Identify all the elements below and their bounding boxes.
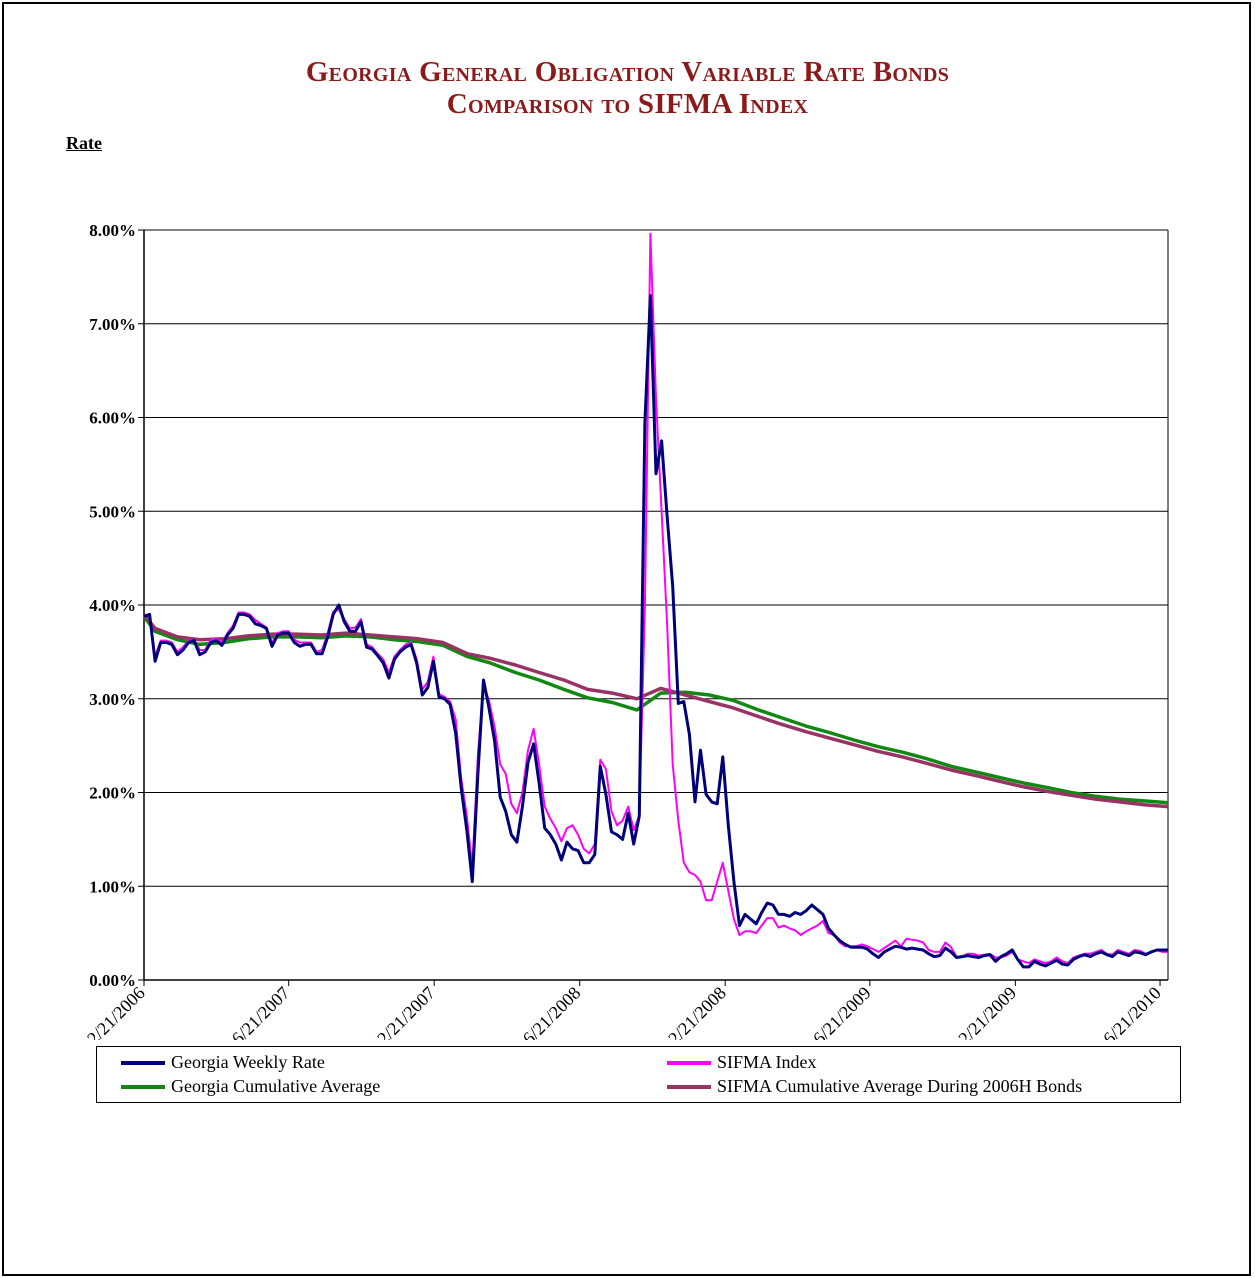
x-tick-label: 6/21/2009 (809, 983, 875, 1040)
x-tick-label: 12/21/2007 (367, 983, 439, 1040)
legend-swatch-georgia-weekly (121, 1060, 165, 1065)
x-tick-label: 12/21/2009 (948, 983, 1020, 1040)
line-chart: 0.00% 1.00% 2.00% 3.00% 4.00% 5.00% 6.00% 7.00%… (77, 221, 1169, 1040)
legend-swatch-sifma-index (667, 1060, 711, 1065)
x-tick-labels: 12/21/2006 6/21/2007 12/21/2007 6/21/2008 12… (77, 983, 1165, 1040)
chart-title-line1: Georgia General Obligation Variable Rate… (305, 56, 950, 88)
y-tick-label: 4.00% (89, 596, 136, 615)
y-tick-label: 2.00% (89, 784, 136, 803)
y-tick-label: 8.00% (89, 221, 136, 240)
gridlines (144, 229, 1168, 887)
series-line-3 (142, 613, 1169, 809)
legend-item-sifma-index: SIFMA Index (667, 1052, 817, 1073)
x-tick-label: 6/21/2010 (1099, 983, 1165, 1040)
x-tick-label: 12/21/2006 (77, 983, 149, 1040)
legend-label-georgia-weekly: Georgia Weekly Rate (171, 1052, 325, 1072)
chart-title-line2: Comparison to SIFMA Index (446, 88, 809, 120)
legend-label-sifma-index: SIFMA Index (717, 1052, 817, 1072)
y-axis-label: Rate (66, 133, 102, 153)
legend-label-sifma-cumulative: SIFMA Cumulative Average During 2006H Bo… (717, 1076, 1083, 1096)
x-tick-label: 6/21/2008 (519, 983, 585, 1040)
y-tick-label: 0.00% (89, 971, 136, 990)
axes (138, 229, 1169, 986)
legend-item-georgia-cumulative: Georgia Cumulative Average (121, 1076, 380, 1097)
y-tick-label: 7.00% (89, 315, 136, 334)
x-tick-label: 6/21/2007 (228, 983, 294, 1040)
legend: Georgia Weekly Rate SIFMA Index Georgia … (96, 1046, 1181, 1103)
y-tick-labels: 0.00% 1.00% 2.00% 3.00% 4.00% 5.00% 6.00% 7.00%… (89, 221, 136, 990)
series-line-0 (143, 294, 1168, 969)
y-tick-label: 1.00% (89, 877, 136, 896)
series-line-2 (142, 615, 1169, 805)
y-tick-label: 3.00% (89, 690, 136, 709)
y-tick-label: 5.00% (89, 502, 136, 521)
x-tick-label: 12/21/2008 (658, 983, 730, 1040)
legend-label-georgia-cumulative: Georgia Cumulative Average (171, 1076, 381, 1096)
legend-swatch-georgia-cumulative (121, 1084, 165, 1089)
series-lines (142, 232, 1169, 969)
legend-item-georgia-weekly: Georgia Weekly Rate (121, 1052, 325, 1073)
y-tick-label: 6.00% (89, 409, 136, 428)
legend-swatch-sifma-cumulative (667, 1084, 711, 1089)
legend-item-sifma-cumulative: SIFMA Cumulative Average During 2006H Bo… (667, 1076, 1082, 1097)
series-line-1 (143, 232, 1168, 965)
